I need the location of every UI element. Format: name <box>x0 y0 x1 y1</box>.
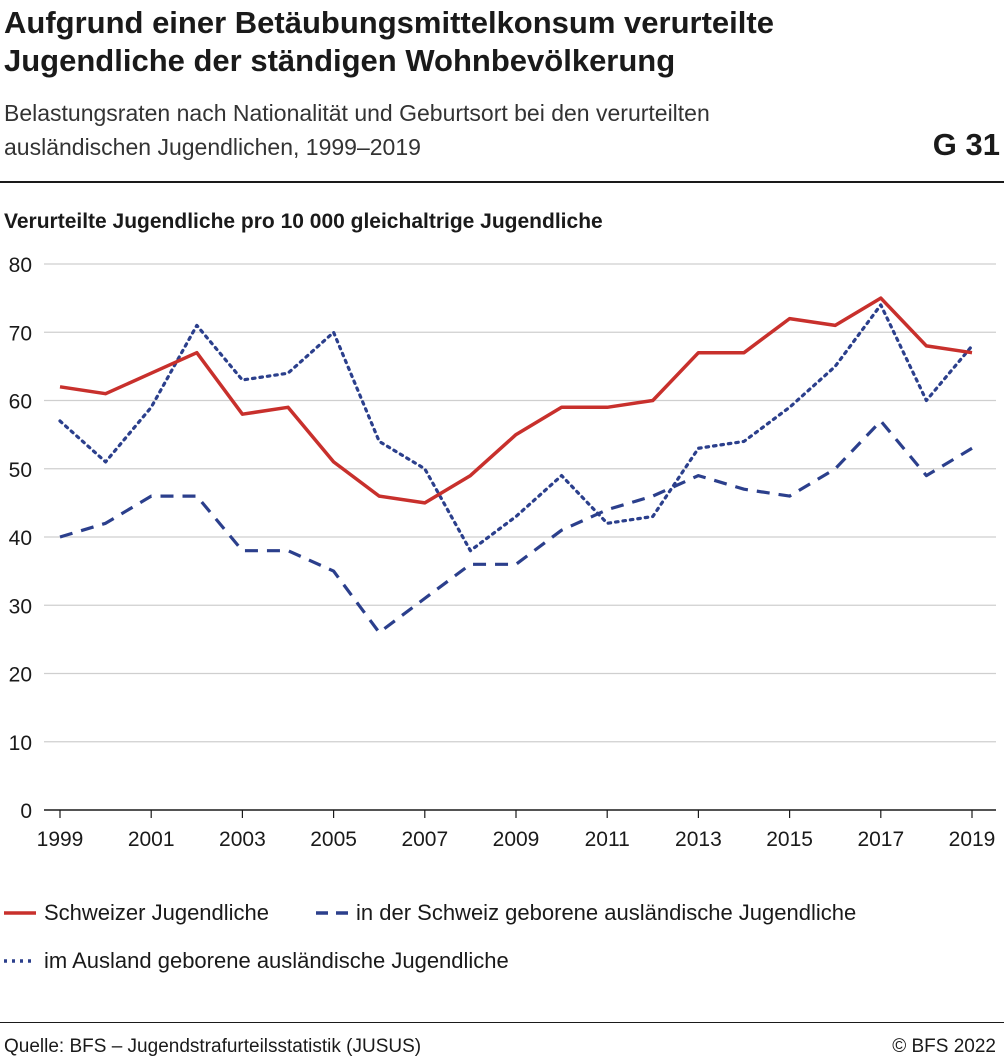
x-tick-label: 2015 <box>766 828 813 851</box>
legend-item-ch-geboren: in der Schweiz geborene ausländische Jug… <box>316 898 856 928</box>
chart-title: Aufgrund einer Betäubungsmittelkonsum ve… <box>4 5 774 78</box>
legend: Schweizer Jugendliche in der Schweiz geb… <box>0 890 1004 990</box>
source-note: Quelle: BFS – Jugendstrafurteilsstatisti… <box>4 1036 422 1057</box>
series-line-ausland-geboren <box>58 303 974 553</box>
x-tick-label: 2005 <box>310 828 357 851</box>
x-tick-label: 1999 <box>37 828 84 851</box>
x-tick-label: 2011 <box>585 828 630 851</box>
y-tick-label: 40 <box>9 527 32 550</box>
y-tick-label: 50 <box>9 459 32 482</box>
x-tick-label: 2009 <box>493 828 540 851</box>
y-tick-label: 20 <box>9 664 32 687</box>
y-tick-label: 80 <box>9 254 32 277</box>
legend-item-schweizer: Schweizer Jugendliche <box>4 898 269 928</box>
legend-swatch-dashed <box>316 911 348 915</box>
legend-swatch-solid <box>4 911 36 915</box>
x-tick-label: 2003 <box>219 828 266 851</box>
footer-rule <box>0 1022 1004 1023</box>
copyright-note: © BFS 2022 <box>892 1036 996 1057</box>
legend-swatch-dotted <box>4 959 36 963</box>
series-lines <box>58 296 974 635</box>
series-line-ch-geboren <box>59 419 973 635</box>
legend-item-ausland-geboren: im Ausland geborene ausländische Jugendl… <box>4 946 509 976</box>
x-tick-label: 2001 <box>128 828 175 851</box>
y-axis-label: Verurteilte Jugendliche pro 10 000 gleic… <box>4 210 603 233</box>
chart-subtitle: Belastungsraten nach Nationalität und Ge… <box>4 100 710 160</box>
legend-label-ausland-geboren: im Ausland geborene ausländische Jugendl… <box>44 948 509 973</box>
y-tick-label: 60 <box>9 391 32 414</box>
legend-label-ch-geboren: in der Schweiz geborene ausländische Jug… <box>356 900 857 925</box>
x-tick-labels: 1999 2001 2003 2005 2007 2009 2011 2013 2015 2017… <box>37 810 996 851</box>
chart-code: G 31 <box>932 127 1000 162</box>
gridlines <box>44 263 996 811</box>
x-tick-label: 2017 <box>857 828 904 851</box>
line-chart: 0 10 20 30 40 50 60 70 80 1999 2001 2003 2005 2007 20… <box>9 254 996 851</box>
x-tick-label: 2007 <box>401 828 448 851</box>
y-tick-label: 10 <box>9 732 32 755</box>
header-rule <box>0 181 1004 183</box>
y-tick-label: 30 <box>9 595 32 618</box>
series-line-schweizer <box>59 296 973 505</box>
legend-label-schweizer: Schweizer Jugendliche <box>44 900 270 925</box>
y-tick-label: 70 <box>9 322 32 345</box>
y-tick-labels: 0 10 20 30 40 50 60 70 80 <box>9 254 32 823</box>
x-tick-label: 2013 <box>675 828 722 851</box>
y-tick-label: 0 <box>20 800 32 823</box>
x-tick-label: 2019 <box>949 828 996 851</box>
